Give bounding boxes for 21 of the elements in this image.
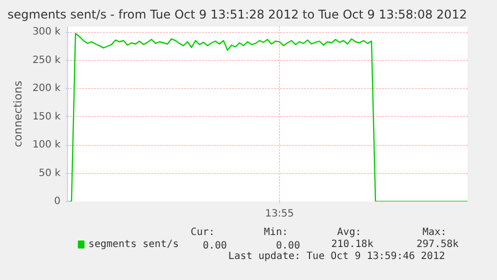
chart-title: segments sent/s - from Tue Oct 9 13:51:28 2012 to Tue Oct 9 13:58:08 2012 [8, 8, 467, 22]
text: 210.18k [331, 239, 374, 250]
legend-label: segments sent/s [88, 239, 179, 250]
text: Avg: [337, 227, 362, 238]
y-tick-label: 250 k [32, 54, 61, 66]
text: Cur: [190, 227, 215, 238]
text: 0.00 [276, 240, 300, 252]
y-tick-label: 150 k [32, 111, 61, 122]
y-tick-label: 0 [54, 196, 61, 207]
y-tick-label: 100 k [32, 140, 61, 151]
y-tick-label: 50 k [38, 168, 61, 179]
text: Max: [422, 227, 447, 238]
text: 0.00 [202, 240, 227, 252]
text: 297.58k [416, 239, 459, 250]
line-series [68, 32, 468, 202]
text: Min: [264, 227, 288, 238]
text: Last update: Tue Oct 9 13:59:46 2012 [228, 251, 446, 262]
y-tick-label: 200 k [32, 83, 61, 94]
y-tick-label: 300 k [32, 26, 61, 38]
x-tick-label: 13:55 [265, 208, 294, 220]
y-axis-title: connections [11, 80, 24, 148]
